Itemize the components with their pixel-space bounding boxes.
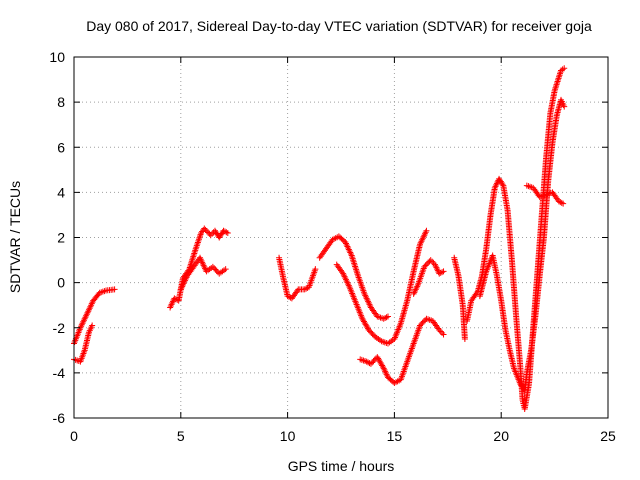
- data-sample-marker: [558, 199, 565, 206]
- axis-ticks: 0 5 10 15 20 25 -6 -4 -2 0 2 4 6 8 10: [49, 49, 616, 444]
- y-tick-label: -6: [53, 410, 66, 426]
- y-tick-label: -2: [53, 320, 66, 336]
- data-point: [201, 225, 208, 232]
- data-point: [561, 103, 568, 110]
- data-sample-marker: [223, 229, 230, 236]
- data-point: [560, 200, 567, 207]
- data-sample-marker: [212, 266, 219, 273]
- y-tick-label: 8: [57, 94, 65, 110]
- data-point: [417, 322, 424, 329]
- data-point: [423, 227, 430, 234]
- data-sample-marker: [213, 267, 220, 274]
- y-tick-label: 4: [57, 184, 65, 200]
- data-sample-marker: [367, 328, 374, 335]
- data-point: [111, 286, 118, 293]
- data-sample-marker: [205, 229, 212, 236]
- data-sample-marker: [425, 259, 432, 266]
- data-point: [421, 263, 428, 270]
- data-point: [209, 263, 216, 270]
- data-sample-marker: [423, 261, 430, 268]
- x-tick-label: 10: [280, 428, 296, 444]
- data-sample-marker: [368, 329, 375, 336]
- data-sample-marker: [418, 321, 425, 328]
- data-sample-marker: [429, 258, 436, 265]
- x-tick-label: 5: [177, 428, 185, 444]
- data-points: [71, 65, 568, 412]
- data-sample-marker: [420, 318, 427, 325]
- data-sample-marker: [202, 226, 209, 233]
- data-point: [440, 331, 447, 338]
- data-sample-marker: [439, 269, 446, 276]
- x-tick-label: 15: [387, 428, 403, 444]
- data-point: [461, 336, 468, 343]
- data-sample-marker: [369, 331, 376, 338]
- x-tick-label: 20: [493, 428, 509, 444]
- y-tick-label: 10: [49, 49, 65, 65]
- data-sample-marker: [383, 314, 390, 321]
- data-point: [312, 266, 319, 273]
- y-tick-label: 6: [57, 139, 65, 155]
- x-tick-label: 0: [70, 428, 78, 444]
- data-sample-marker: [370, 358, 377, 365]
- data-sample-marker: [419, 319, 426, 326]
- data-point: [384, 313, 391, 320]
- data-point: [222, 266, 229, 273]
- data-sample-marker: [369, 359, 376, 366]
- chart-title: Day 080 of 2017, Sidereal Day-to-day VTE…: [86, 18, 592, 34]
- data-sample-marker: [211, 265, 218, 272]
- data-sample-marker: [499, 181, 506, 188]
- y-axis-label: SDTVAR / TECUs: [7, 181, 23, 293]
- data-point: [367, 360, 374, 367]
- data-sample-marker: [203, 228, 210, 235]
- data-sample-marker: [439, 330, 446, 337]
- data-point: [89, 322, 96, 329]
- data-point: [561, 65, 568, 72]
- data-sample-marker: [382, 314, 389, 321]
- data-sample-marker: [303, 285, 310, 292]
- y-tick-label: -4: [53, 365, 66, 381]
- y-tick-label: 0: [57, 275, 65, 291]
- y-tick-label: 2: [57, 230, 65, 246]
- data-point: [224, 229, 231, 236]
- x-axis-label: GPS time / hours: [288, 458, 395, 474]
- data-sample-marker: [366, 360, 373, 367]
- data-point: [365, 327, 372, 334]
- data-point: [440, 268, 447, 275]
- x-tick-label: 25: [600, 428, 616, 444]
- data-sample-marker: [422, 262, 429, 269]
